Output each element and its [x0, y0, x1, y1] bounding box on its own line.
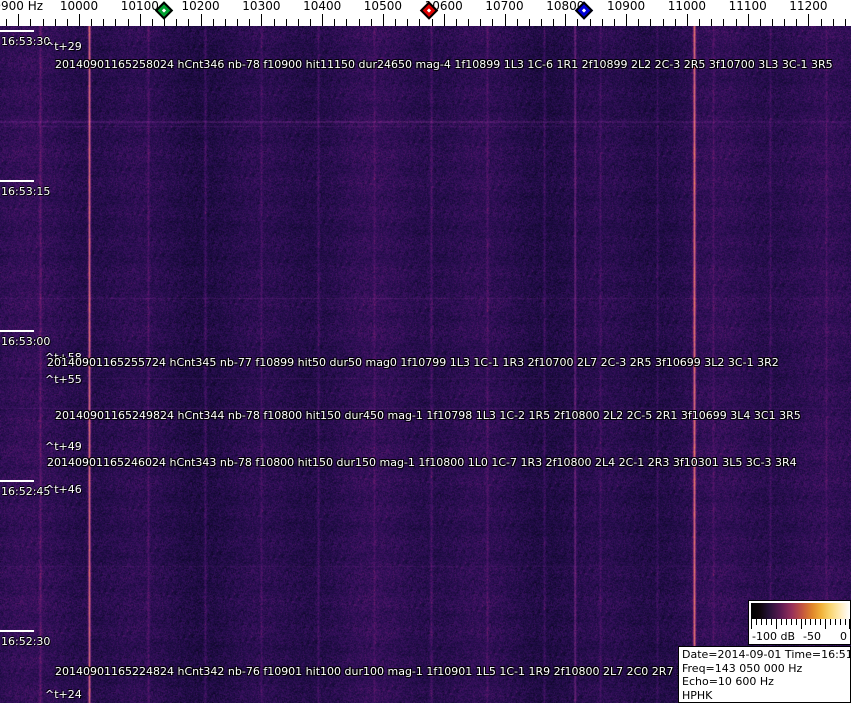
time-label-165245: 16:52:45 — [1, 485, 51, 498]
freq-label-11000: 11000 — [667, 0, 706, 13]
info-frequency: Freq=143 050 000 Hz — [682, 661, 803, 675]
caret-marker-4: ^t+46 — [45, 483, 82, 496]
time-tick — [0, 180, 34, 182]
detection-line-2: 20140901165249824 hCnt344 nb-78 f10800 h… — [55, 409, 801, 422]
detection-line-1: 20140901165255724 hCnt345 nb-77 f10899 h… — [47, 356, 779, 369]
freq-label-11200: 11200 — [789, 0, 828, 13]
time-tick — [0, 480, 34, 482]
carrier-line-mid — [574, 26, 576, 703]
info-date-time: Date=2014-09-01 Time=16:51 UTC — [682, 648, 851, 661]
freq-label-10400: 10400 — [303, 0, 342, 13]
caret-marker-1: ^t+58 — [45, 351, 82, 364]
time-label-165230: 16:52:30 — [1, 635, 51, 648]
time-label-165315: 16:53:15 — [1, 185, 51, 198]
freq-label-10200: 10200 — [181, 0, 220, 13]
freq-label-10900: 10900 — [607, 0, 646, 13]
freq-label-11100: 11100 — [728, 0, 767, 13]
carrier-line-echo — [692, 26, 696, 703]
time-tick — [0, 30, 34, 32]
legend-mid-label: -50 — [803, 630, 821, 643]
freq-label-10700: 10700 — [485, 0, 524, 13]
time-tick — [0, 330, 34, 332]
time-tick — [0, 630, 34, 632]
spectrogram-canvas[interactable]: 16:53:30 16:53:15 16:53:00 16:52:45 16:52:30… — [0, 26, 851, 703]
caret-marker-3: ^t+49 — [45, 440, 82, 453]
freq-label-9900: 9900 Hz — [0, 0, 44, 13]
caret-marker-0: ^t+29 — [45, 40, 82, 53]
caret-marker-2: ^t+55 — [45, 373, 82, 386]
freq-label-10000: 10000 — [59, 0, 99, 13]
detection-line-3: 20140901165246024 hCnt343 nb-78 f10800 h… — [47, 456, 797, 469]
legend-ticks — [751, 619, 850, 629]
legend-max-label: 0 — [840, 630, 847, 643]
detection-line-0: 20140901165258024 hCnt346 nb-78 f10900 h… — [55, 58, 833, 71]
caret-marker-5: ^t+24 — [45, 688, 82, 701]
carrier-line-left — [87, 26, 91, 703]
time-label-165330: 16:53:30 — [1, 35, 51, 48]
info-box: Date=2014-09-01 Time=16:51 UTC Freq=143 … — [678, 646, 851, 703]
freq-label-10300: 10300 — [242, 0, 281, 13]
frequency-axis[interactable]: 9900 Hz100001010010200103001040010500106… — [0, 0, 851, 26]
detection-line-4: 20140901165224824 hCnt342 nb-76 f10901 h… — [55, 665, 772, 678]
freq-label-10100: 10100 — [120, 0, 159, 13]
info-station: HPHK — [682, 688, 713, 702]
color-gradient-bar — [751, 603, 850, 619]
legend-min-label: -100 dB — [752, 630, 795, 643]
freq-label-10500: 10500 — [363, 0, 402, 13]
time-label-165300: 16:53:00 — [1, 335, 51, 348]
color-scale-legend: -100 dB -50 0 — [748, 600, 851, 645]
info-echo: Echo=10 600 Hz — [682, 675, 774, 688]
spectrogram-image — [0, 26, 851, 703]
